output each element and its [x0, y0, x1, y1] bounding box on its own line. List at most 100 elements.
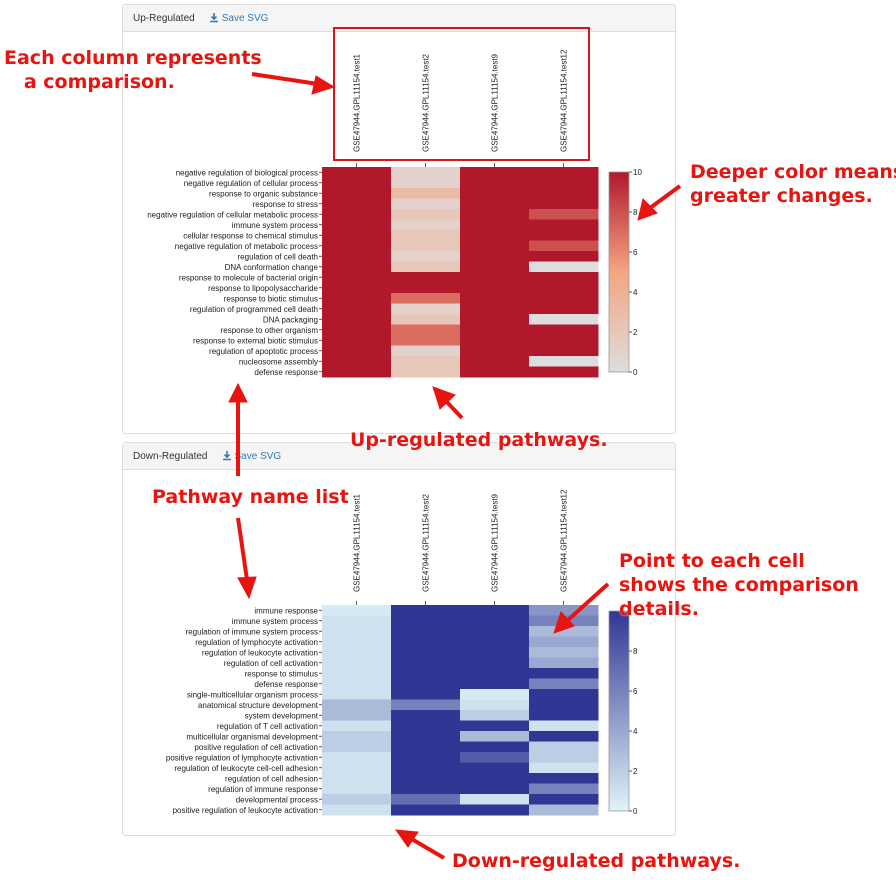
down-heatmap-cell: [391, 794, 461, 805]
down-heatmap-cell: [322, 678, 392, 690]
down-heatmap-cell: [529, 741, 599, 753]
down-row-label: multicellular organismal development: [186, 732, 318, 741]
up-scale-tick-label: 0: [633, 368, 638, 377]
up-heatmap-cell: [391, 261, 461, 273]
down-scale-tick-label: 8: [633, 647, 638, 656]
down-heatmap-cell: [322, 762, 392, 774]
up-heatmap-cell: [391, 366, 461, 378]
down-heatmap-cell: [322, 647, 392, 658]
up-column-label: GSE47944.GPL11154.test9: [491, 53, 500, 152]
up-heatmap-cell: [391, 209, 461, 220]
up-color-scale-bar: [608, 171, 630, 373]
up-heatmap-cell: [322, 209, 392, 220]
up-heatmap-cell: [391, 282, 461, 294]
down-heatmap-cell: [391, 615, 461, 627]
up-row-label: cellular response to chemical stimulus: [183, 231, 318, 240]
up-heatmap-cell: [529, 303, 599, 315]
up-heatmap-cell: [460, 177, 530, 189]
up-heatmap-cell: [391, 335, 461, 346]
up-heatmap-cell: [322, 335, 392, 346]
down-heatmap-cell: [460, 605, 530, 616]
up-save-svg-button[interactable]: Save SVG: [209, 12, 269, 24]
down-heatmap-cell: [460, 773, 530, 784]
down-heatmap-cell: [460, 647, 530, 658]
up-row-label: response to organic substance: [209, 189, 319, 198]
up-heatmap-cell: [322, 366, 392, 378]
down-panel-header: Down-Regulated Save SVG: [123, 443, 675, 470]
down-color-scale-bar: [608, 610, 630, 812]
down-heatmap-cell: [322, 657, 392, 669]
down-row-label: response to stimulus: [245, 669, 318, 678]
down-row-label: positive regulation of lymphocyte activa…: [166, 753, 318, 762]
down-heatmap-cell: [529, 773, 599, 784]
up-row-label: DNA packaging: [263, 315, 318, 324]
up-heatmap-cell: [391, 177, 461, 189]
up-heatmap-cell: [322, 345, 392, 357]
down-heatmap-cell: [391, 647, 461, 658]
down-heatmap-cell: [529, 678, 599, 690]
up-heatmap-cell: [391, 356, 461, 367]
up-heatmap-cell: [322, 251, 392, 262]
down-column-label: GSE47944.GPL11154.test12: [560, 489, 569, 592]
up-heatmap-cell: [391, 314, 461, 325]
up-heatmap-cell: [460, 261, 530, 273]
up-heatmap-cell: [322, 240, 392, 252]
down-panel-title: Down-Regulated: [133, 450, 208, 462]
down-heatmap-cell: [391, 689, 461, 700]
down-row-label: developmental process: [236, 795, 318, 804]
down-heatmap-cell: [322, 773, 392, 784]
down-row-label: system development: [245, 711, 319, 720]
down-row-label: defense response: [254, 680, 318, 689]
down-heatmap-cell: [529, 636, 599, 648]
up-row-label: DNA conformation change: [225, 263, 319, 272]
up-heatmap-cell: [529, 261, 599, 273]
up-scale-tick-label: 10: [633, 168, 642, 177]
down-heatmap-cell: [460, 678, 530, 690]
up-heatmap-cell: [322, 198, 392, 210]
up-heatmap-cell: [322, 356, 392, 367]
down-heatmap-cell: [391, 804, 461, 816]
down-heatmap-cell: [391, 783, 461, 795]
up-row-label: nucleosome assembly: [239, 357, 318, 366]
down-column-label: GSE47944.GPL11154.test9: [491, 493, 500, 592]
down-row-label: regulation of lymphocyte activation: [195, 638, 318, 647]
down-heatmap-cell: [322, 668, 392, 679]
up-heatmap-cell: [460, 188, 530, 199]
down-heatmap-cell: [529, 762, 599, 774]
up-heatmap-cell: [460, 272, 530, 283]
up-heatmap-cell: [322, 261, 392, 273]
annotation-cell: Point to each cell shows the comparison …: [619, 550, 859, 620]
up-heatmap-cell: [529, 293, 599, 304]
down-row-label: regulation of leukocyte activation: [202, 648, 318, 657]
down-row-label: regulation of immune response: [208, 785, 318, 794]
download-icon: [222, 451, 231, 461]
down-heatmap-cell: [460, 752, 530, 763]
down-heatmap-cell: [322, 794, 392, 805]
up-row-label: response to other organism: [221, 326, 319, 335]
down-row-label: immune response: [254, 606, 318, 615]
down-heatmap-cell: [391, 699, 461, 711]
up-heatmap-cell: [460, 198, 530, 210]
up-heatmap-cell: [391, 324, 461, 336]
down-heatmap-cell: [391, 731, 461, 742]
up-save-svg-label: Save SVG: [221, 12, 269, 24]
down-heatmap-cell: [322, 741, 392, 753]
down-heatmap-cell: [391, 741, 461, 753]
down-save-svg-button[interactable]: Save SVG: [222, 451, 281, 462]
up-heatmap-cell: [529, 324, 599, 336]
up-heatmap-cell: [322, 177, 392, 189]
down-heatmap-cell: [322, 783, 392, 795]
up-heatmap-cell: [322, 188, 392, 199]
up-heatmap-cell: [322, 167, 392, 178]
down-row-label: regulation of T cell activation: [217, 722, 318, 731]
up-row-label: response to molecule of bacterial origin: [179, 273, 318, 282]
down-heatmap-cell: [529, 699, 599, 711]
up-heatmap-cell: [322, 303, 392, 315]
down-heatmap-cell: [460, 762, 530, 774]
up-heatmap-cell: [322, 324, 392, 336]
down-scale-tick-label: 2: [633, 767, 638, 776]
down-heatmap-cell: [460, 636, 530, 648]
up-heatmap-cell: [322, 282, 392, 294]
up-heatmap-cell: [460, 251, 530, 262]
up-row-label: negative regulation of biological proces…: [176, 168, 318, 177]
